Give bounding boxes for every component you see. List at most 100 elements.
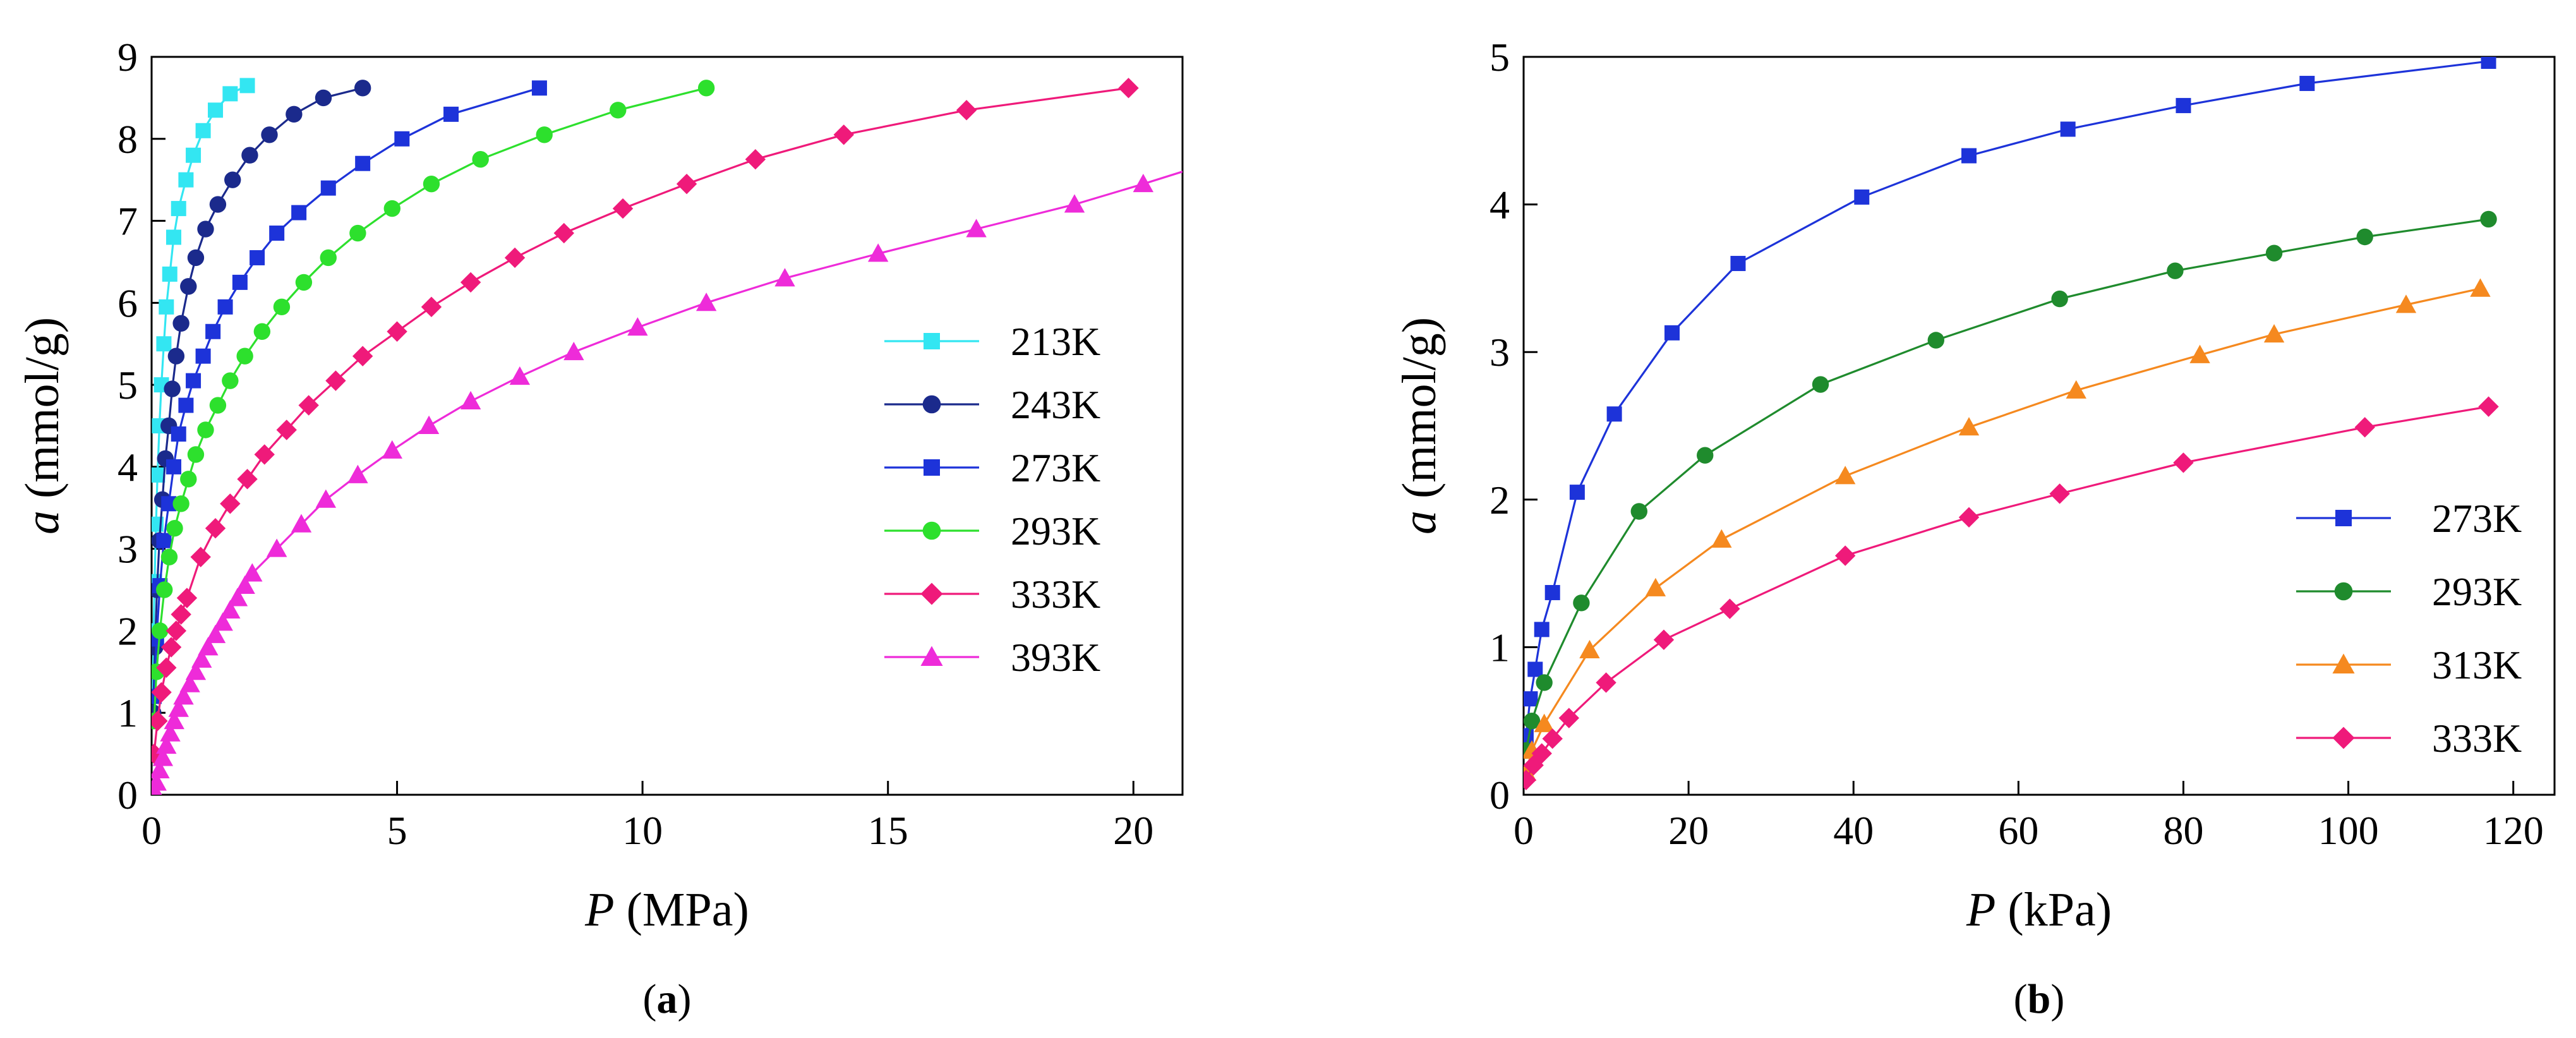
panel-a-point-333K [612, 198, 634, 219]
panel-a-point-393K [220, 600, 241, 619]
panel-a-xtick-label: 10 [622, 808, 663, 853]
panel-a-point-333K [325, 370, 346, 391]
panel-a-point-333K [190, 546, 211, 567]
panel-a-point-273K [171, 426, 186, 442]
panel-b-ylabel-unit: (mmol/g) [1393, 317, 1446, 510]
panel-a-legend-marker-243K [922, 395, 941, 414]
panel-a-point-333K [956, 100, 977, 121]
panel-a-point-333K [176, 588, 198, 608]
panel-a-legend-item-243K: 243K [884, 382, 1100, 427]
panel-b-point-333K [1542, 728, 1563, 749]
panel-a-point-333K [676, 173, 697, 195]
panel-a-point-243K [224, 171, 241, 188]
panel-b-point-333K [2354, 417, 2375, 438]
panel-a-point-393K [156, 735, 177, 754]
panel-b-label-close: ) [2050, 976, 2064, 1022]
panel-b-legend-item-293K: 293K [2296, 569, 2522, 614]
panel-a-point-333K [421, 296, 442, 318]
panel-b-ytick-label: 0 [1490, 773, 1510, 818]
panel-a-point-393K [234, 575, 255, 594]
panel-b-series-333K [1524, 396, 2499, 790]
panel-a-point-293K [209, 397, 227, 414]
panel-b-xlabel-unit: (kPa) [1995, 883, 2112, 936]
panel-a-point-293K [253, 323, 271, 340]
panel-b-legend-label-333K: 333K [2432, 716, 2522, 761]
panel-a-point-273K [291, 205, 307, 220]
panel-a-series-333K [152, 78, 1139, 764]
panel-b-xlabel-symbol: P [1966, 883, 1995, 936]
panel-a-point-393K [627, 317, 648, 336]
panel-b-point-313K [2395, 294, 2417, 313]
panel-a-point-333K [205, 518, 226, 539]
panel-b-point-293K [1927, 332, 1944, 349]
panel-b-point-293K [1812, 376, 1829, 393]
panel-b-point-293K [2051, 290, 2068, 308]
panel-a-point-293K [536, 126, 553, 143]
panel-a-point-393K [168, 698, 189, 717]
panel-b-ticks: 0 20 40 60 80 100 120 0 1 2 3 4 5 [1490, 35, 2544, 853]
panel-a-point-393K [205, 624, 226, 643]
panel-a-point-293K [197, 421, 214, 438]
panel-b-point-333K [1653, 629, 1675, 650]
panel-b-point-313K [1534, 713, 1555, 732]
panel-b-point-273K [1569, 485, 1585, 500]
panel-a-point-293K [472, 151, 489, 168]
panel-a-point-293K [697, 80, 715, 97]
panel-a-point-273K [269, 226, 285, 241]
panel-a-point-293K [166, 520, 183, 537]
panel-b-point-293K [2265, 244, 2283, 262]
panel-a-ytick-label: 7 [117, 199, 138, 244]
panel-b-xtick-label: 60 [1998, 808, 2038, 853]
panel-b-chart: 0 20 40 60 80 100 120 0 1 2 3 4 5 P (kPa) a (mmol/g)… [1393, 35, 2556, 1022]
panel-a-legend-label-333K: 333K [1011, 572, 1100, 617]
panel-b-point-293K [2167, 262, 2184, 279]
panel-b-legend-label-273K: 273K [2432, 496, 2522, 541]
panel-a-legend-label-243K: 243K [1011, 382, 1100, 427]
panel-a-point-393K [1064, 194, 1085, 213]
panel-b-point-273K [1606, 406, 1622, 422]
panel-a-legend-marker-333K [920, 582, 943, 605]
panel-a-point-393K [185, 661, 207, 680]
panel-a-point-393K [242, 563, 263, 582]
panel-b-point-273K [1854, 189, 1870, 205]
panel-a-legend: 213K 243K 273K 293K 333K 393K [884, 319, 1100, 680]
panel-a-point-213K [159, 299, 174, 315]
panel-b-ylabel-symbol: a [1393, 510, 1446, 534]
panel-a-xtick-label: 0 [141, 808, 162, 853]
panel-b-legend-marker-313K [2332, 653, 2355, 674]
panel-a-point-213K [152, 467, 166, 483]
panel-a-label: (a) [643, 976, 692, 1022]
panel-a-point-393K [966, 219, 987, 238]
panel-a-point-333K [745, 149, 766, 170]
panel-a-point-243K [261, 126, 278, 143]
panel-a-point-213K [171, 201, 186, 217]
panel-a-point-293K [610, 102, 627, 119]
panel-a-point-293K [320, 249, 337, 267]
panel-b-ytick-label: 5 [1490, 35, 1510, 80]
panel-a-legend-item-213K: 213K [884, 319, 1100, 364]
panel-b-point-333K [1834, 545, 1856, 566]
panel-a-point-273K [156, 533, 172, 548]
panel-a-legend-item-333K: 333K [884, 572, 1100, 617]
panel-a-xtick-label: 20 [1113, 808, 1153, 853]
panel-b-legend-item-313K: 313K [2296, 643, 2522, 687]
panel-a-point-243K [180, 278, 197, 295]
panel-a-point-393K [460, 390, 481, 410]
panel-b-point-313K [2189, 344, 2210, 363]
panel-a-point-273K [394, 131, 410, 147]
panel-b-fit-line-313K [1525, 287, 2481, 773]
panel-b-ytick-label: 4 [1490, 183, 1510, 227]
panel-a-legend-item-293K: 293K [884, 509, 1100, 553]
panel-a-point-333K [254, 444, 275, 465]
panel-b-point-313K [2470, 278, 2491, 297]
panel-a-point-333K [387, 321, 407, 342]
panel-a-point-213K [156, 336, 172, 352]
panel-b-xtick-label: 20 [1668, 808, 1709, 853]
panel-b-ylabel: a (mmol/g) [1393, 317, 1446, 534]
panel-b-point-293K [1524, 713, 1541, 730]
panel-b-legend-label-313K: 313K [2432, 643, 2522, 687]
panel-b-legend-marker-273K [2335, 510, 2352, 526]
panel-a-point-273K [250, 250, 265, 265]
panel-a-point-273K [178, 397, 194, 413]
panel-a-point-243K [164, 380, 181, 397]
